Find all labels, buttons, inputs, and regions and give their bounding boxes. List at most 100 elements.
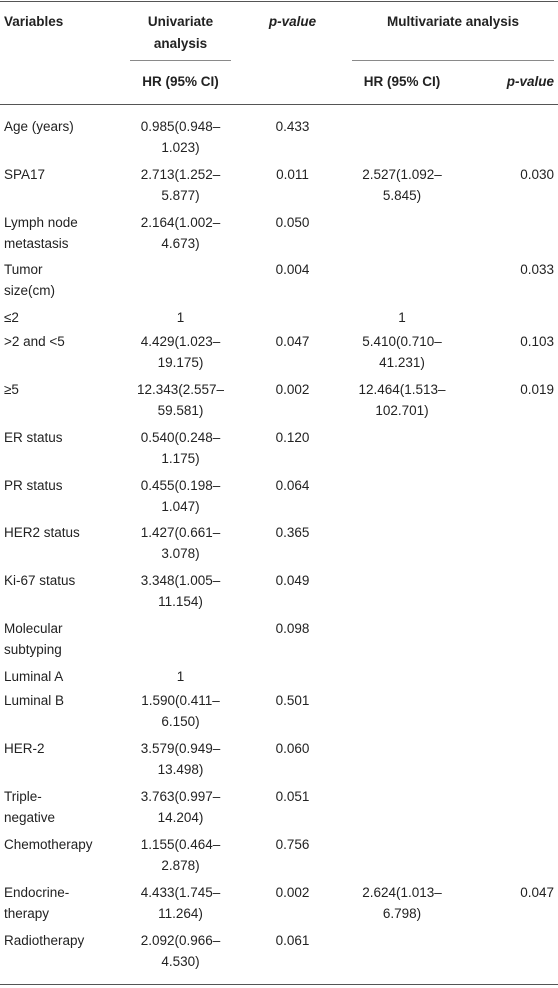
univariate-p-value: 0.051 — [275, 789, 310, 804]
row-label: size(cm) — [4, 283, 55, 298]
row-label: SPA17 — [4, 167, 46, 182]
univariate-hr-ci: 0.540(0.248– — [140, 430, 221, 445]
univariate-hr-ci: 4.530) — [161, 954, 200, 969]
multivariate-hr-ci: 1 — [398, 310, 406, 325]
row-label: Ki-67 status — [4, 573, 76, 588]
univariate-p-value: 0.756 — [275, 837, 310, 852]
univariate-p-value: 0.120 — [275, 430, 310, 445]
multivariate-p-value: 0.047 — [520, 885, 554, 900]
row-label: subtyping — [4, 642, 62, 657]
bottom-rule — [0, 984, 558, 985]
multivariate-hr-ci: 5.845) — [382, 188, 422, 203]
multivariate-hr-ci: 12.464(1.513– — [358, 382, 446, 397]
row-label: HER-2 — [4, 741, 45, 756]
multivariate-hr-ci: 102.701) — [375, 403, 429, 418]
univariate-p-value: 0.433 — [275, 119, 310, 134]
row-label: Radiotherapy — [4, 933, 85, 948]
row-label: ≤2 — [4, 310, 19, 325]
multivariate-hr-ci: 2.527(1.092– — [362, 167, 442, 182]
row-label: negative — [4, 810, 56, 825]
multivariate-p-value: 0.019 — [520, 382, 554, 397]
row-label: metastasis — [4, 236, 69, 251]
univariate-p-value: 0.050 — [275, 215, 310, 230]
top-rule — [0, 1, 558, 2]
row-label: Triple- — [4, 789, 42, 804]
univariate-hr-ci: 11.264) — [158, 906, 203, 921]
univariate-p-value: 0.098 — [275, 621, 310, 636]
univariate-hr-ci: 1.427(0.661– — [140, 525, 221, 540]
univariate-hr-ci: 0.455(0.198– — [140, 478, 221, 493]
univariate-hr-ci: 12.343(2.557– — [136, 382, 225, 397]
univariate-hr-ci: 3.078) — [161, 546, 200, 561]
univariate-hr-ci: 4.433(1.745– — [140, 885, 221, 900]
row-label: Tumor — [4, 262, 43, 277]
univariate-hr-ci: 14.204) — [157, 810, 204, 825]
row-label: Endocrine- — [4, 885, 70, 900]
header-p-value-univariate: p-value — [268, 14, 317, 29]
univariate-p-value: 0.061 — [275, 933, 310, 948]
row-label: Molecular — [4, 621, 63, 636]
multivariate-underline — [352, 60, 554, 61]
univariate-hr-ci: 2.878) — [161, 858, 200, 873]
univariate-hr-ci: 4.673) — [161, 236, 200, 251]
multivariate-p-value: 0.033 — [520, 262, 554, 277]
univariate-hr-ci: 2.092(0.966– — [140, 933, 221, 948]
header-hr-ci-univariate: HR (95% CI) — [142, 74, 219, 89]
univariate-p-value: 0.064 — [275, 478, 310, 493]
header-univariate-line2: analysis — [153, 36, 208, 51]
univariate-p-value: 0.004 — [275, 262, 310, 277]
univariate-p-value: 0.002 — [275, 382, 310, 397]
univariate-hr-ci: 1.590(0.411– — [141, 693, 220, 708]
univariate-hr-ci: 13.498) — [157, 762, 204, 777]
univariate-hr-ci: 19.175) — [157, 355, 204, 370]
univariate-p-value: 0.501 — [275, 693, 310, 708]
multivariate-hr-ci: 5.410(0.710– — [362, 334, 442, 349]
univariate-hr-ci: 1 — [176, 669, 185, 684]
univariate-hr-ci: 11.154) — [158, 594, 203, 609]
row-label: PR status — [4, 478, 63, 493]
row-label: Age (years) — [4, 119, 74, 134]
univariate-hr-ci: 1.175) — [161, 451, 200, 466]
univariate-p-value: 0.060 — [275, 741, 310, 756]
row-label: Luminal B — [4, 693, 65, 708]
header-multivariate: Multivariate analysis — [386, 14, 520, 29]
univariate-hr-ci: 6.150) — [161, 714, 200, 729]
univariate-hr-ci: 1 — [176, 310, 185, 325]
row-label: HER2 status — [4, 525, 80, 540]
row-label: therapy — [4, 906, 50, 921]
univariate-p-value: 0.049 — [275, 573, 310, 588]
multivariate-hr-ci: 6.798) — [382, 906, 422, 921]
univariate-hr-ci: 1.155(0.464– — [140, 837, 221, 852]
header-variables: Variables — [4, 14, 64, 29]
row-label: >2 and <5 — [4, 334, 65, 349]
univariate-p-value: 0.002 — [275, 885, 310, 900]
multivariate-hr-ci: 41.231) — [379, 355, 425, 370]
univariate-hr-ci: 0.985(0.948– — [140, 119, 221, 134]
univariate-hr-ci: 2.164(1.002– — [140, 215, 221, 230]
row-label: Luminal A — [4, 669, 64, 684]
univariate-underline — [130, 60, 231, 61]
row-label: ER status — [4, 430, 63, 445]
row-label: Chemotherapy — [4, 837, 93, 852]
univariate-hr-ci: 5.877) — [161, 188, 200, 203]
univariate-hr-ci: 3.763(0.997– — [140, 789, 221, 804]
univariate-p-value: 0.047 — [275, 334, 310, 349]
univariate-p-value: 0.365 — [275, 525, 310, 540]
header-univariate-line1: Univariate — [147, 14, 214, 29]
multivariate-hr-ci: 2.624(1.013– — [362, 885, 442, 900]
multivariate-p-value: 0.103 — [520, 334, 554, 349]
header-bottom-rule — [0, 104, 558, 105]
univariate-p-value: 0.011 — [276, 167, 309, 182]
row-label: ≥5 — [4, 382, 19, 397]
univariate-hr-ci: 2.713(1.252– — [140, 167, 221, 182]
univariate-hr-ci: 3.579(0.949– — [140, 741, 221, 756]
row-label: Lymph node — [4, 215, 78, 230]
univariate-hr-ci: 4.429(1.023– — [140, 334, 221, 349]
univariate-hr-ci: 1.047) — [161, 499, 200, 514]
multivariate-p-value: 0.030 — [520, 167, 554, 182]
univariate-hr-ci: 59.581) — [157, 403, 204, 418]
header-hr-ci-multivariate: HR (95% CI) — [363, 74, 441, 89]
univariate-hr-ci: 3.348(1.005– — [140, 573, 221, 588]
header-p-value-multivariate: p-value — [506, 74, 554, 89]
univariate-hr-ci: 1.023) — [161, 140, 200, 155]
